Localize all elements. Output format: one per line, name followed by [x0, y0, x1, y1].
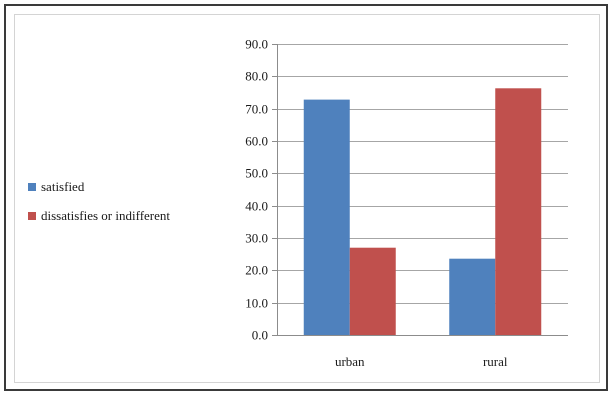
y-tick-label: 50.0: [245, 166, 268, 181]
chart-area-border: [14, 14, 600, 383]
y-tick-label: 40.0: [245, 199, 268, 214]
x-tick-label: urban: [335, 354, 365, 369]
y-tick-label: 90.0: [245, 37, 268, 52]
x-axis-ticks: urban rural: [335, 354, 508, 369]
y-axis-ticks: 0.0 10.0 20.0 30.0 40.0 50.0 60.0 70.0 80.0 90.0: [245, 37, 268, 343]
legend-label: satisfied: [41, 179, 85, 194]
legend-swatch: [28, 212, 36, 220]
legend: satisfied dissatisfies or indifferent: [28, 179, 170, 223]
y-tick-label: 70.0: [245, 102, 268, 117]
y-tick-label: 80.0: [245, 69, 268, 84]
bar-dissatisfies-or-indifferent-urban: [349, 247, 396, 335]
y-tick-label: 10.0: [245, 296, 268, 311]
bar-satisfied-rural: [449, 258, 496, 335]
bar-satisfied-urban: [303, 99, 350, 335]
bars: [303, 88, 542, 336]
y-tick-label: 30.0: [245, 231, 268, 246]
legend-swatch: [28, 183, 36, 191]
bar-dissatisfies-or-indifferent-rural: [495, 88, 542, 336]
x-tick-label: rural: [483, 354, 508, 369]
legend-label: dissatisfies or indifferent: [41, 208, 170, 223]
y-tick-label: 0.0: [252, 328, 268, 343]
y-tick-label: 20.0: [245, 263, 268, 278]
y-tick-label: 60.0: [245, 134, 268, 149]
